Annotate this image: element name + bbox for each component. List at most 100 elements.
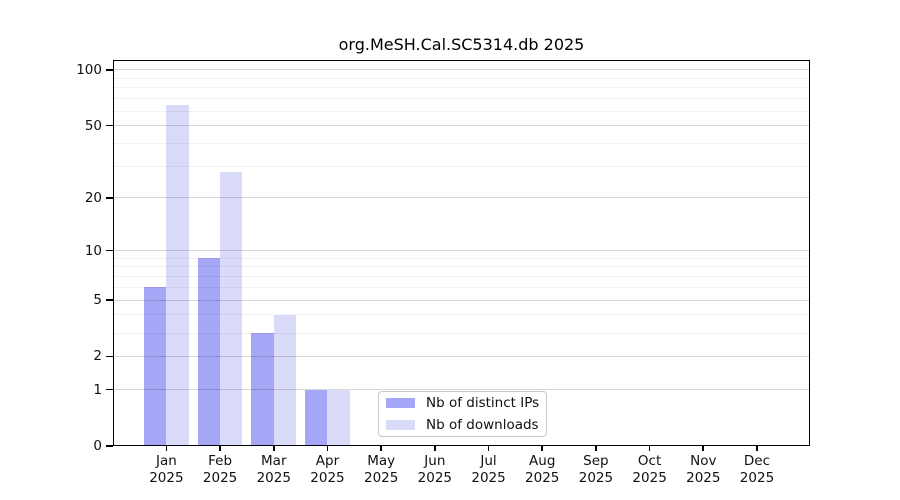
x-tick-label: Dec 2025 xyxy=(740,453,774,487)
x-tick-year: 2025 xyxy=(578,470,614,486)
y-axis-tick xyxy=(106,388,113,391)
y-tick-label: 20 xyxy=(84,189,102,206)
bar-distinct-ips xyxy=(144,287,167,446)
x-axis-tick xyxy=(326,446,329,451)
y-tick-label: 10 xyxy=(84,242,102,259)
major-gridline xyxy=(113,355,810,357)
x-tick-month: Oct xyxy=(637,453,662,469)
minor-gridline xyxy=(113,165,810,167)
x-axis-tick xyxy=(756,446,758,451)
bar-distinct-ips xyxy=(251,333,274,446)
x-tick-year: 2025 xyxy=(739,470,775,486)
bar-downloads xyxy=(166,104,189,446)
x-tick-month: Apr xyxy=(315,453,340,469)
legend-item-downloads: Nb of downloads xyxy=(386,417,546,433)
y-tick-label: 2 xyxy=(93,348,102,365)
x-tick-year: 2025 xyxy=(471,470,506,486)
x-tick-month: Aug xyxy=(529,453,556,469)
legend-swatch-downloads xyxy=(386,420,415,430)
x-tick-year: 2025 xyxy=(202,470,238,486)
bar-distinct-ips xyxy=(305,389,328,446)
x-tick-year: 2025 xyxy=(417,470,453,486)
x-tick-label: Jul 2025 xyxy=(471,453,505,487)
major-gridline xyxy=(113,125,810,127)
bar-downloads xyxy=(327,389,350,446)
x-axis-tick xyxy=(165,446,168,451)
minor-gridline xyxy=(113,110,810,112)
x-tick-year: 2025 xyxy=(310,470,345,486)
minor-gridline xyxy=(113,276,810,278)
x-tick-label: Oct 2025 xyxy=(632,453,666,487)
x-tick-label: Sep 2025 xyxy=(579,453,613,487)
legend-label-downloads: Nb of downloads xyxy=(426,417,539,433)
bar-downloads xyxy=(220,171,243,446)
minor-gridline xyxy=(113,257,810,259)
y-tick-label: 5 xyxy=(93,292,102,309)
x-tick-year: 2025 xyxy=(632,470,667,486)
x-tick-month: Jun xyxy=(424,453,446,469)
x-axis-tick xyxy=(541,446,544,451)
bar-distinct-ips xyxy=(197,258,221,446)
x-tick-year: 2025 xyxy=(363,470,399,486)
minor-gridline xyxy=(113,332,810,334)
x-tick-month: Dec xyxy=(743,453,771,469)
y-tick-label: 100 xyxy=(76,61,102,78)
x-tick-year: 2025 xyxy=(525,470,560,486)
x-tick-label: Nov 2025 xyxy=(686,453,720,487)
x-tick-month: Feb xyxy=(208,453,233,469)
x-tick-month: Mar xyxy=(261,453,287,469)
x-tick-month: Sep xyxy=(583,453,609,469)
x-tick-month: Nov xyxy=(690,453,717,469)
x-tick-label: Aug 2025 xyxy=(525,453,559,487)
x-axis-tick xyxy=(702,446,705,451)
x-tick-year: 2025 xyxy=(256,470,291,486)
x-axis-tick xyxy=(434,446,436,451)
minor-gridline xyxy=(113,77,810,79)
x-tick-label: Mar 2025 xyxy=(257,453,291,487)
x-axis-tick xyxy=(219,446,221,451)
y-axis-tick xyxy=(106,355,113,358)
plot-area: 0 1 2 5 10 20 50 100 Jan 2025 Feb 2025 Mar 2025 Apr 202… xyxy=(76,60,810,486)
y-axis-tick xyxy=(106,445,113,447)
x-axis-tick xyxy=(380,446,382,451)
minor-gridline xyxy=(113,286,810,288)
x-axis-tick xyxy=(648,446,651,451)
x-tick-month: May xyxy=(367,453,396,469)
x-tick-year: 2025 xyxy=(686,470,721,486)
minor-gridline xyxy=(113,142,810,144)
major-gridline xyxy=(113,250,810,252)
bar-downloads xyxy=(273,314,297,446)
major-gridline xyxy=(113,389,810,391)
y-axis-tick xyxy=(106,249,113,252)
legend-item-distinct-ips: Nb of distinct IPs xyxy=(386,395,546,411)
legend-label-distinct-ips: Nb of distinct IPs xyxy=(426,395,540,411)
x-tick-month: Jan xyxy=(155,453,177,469)
x-tick-year: 2025 xyxy=(149,470,184,486)
minor-gridline xyxy=(113,87,810,89)
x-tick-label: Feb 2025 xyxy=(203,453,237,487)
major-gridline xyxy=(113,69,810,71)
x-axis-tick xyxy=(595,446,597,451)
y-tick-label: 0 xyxy=(93,438,102,454)
chart-title: org.MeSH.Cal.SC5314.db 2025 xyxy=(338,35,585,54)
x-axis-tick xyxy=(272,446,275,451)
major-gridline xyxy=(113,197,810,199)
minor-gridline xyxy=(113,314,810,316)
minor-gridline xyxy=(113,98,810,100)
x-tick-label: Apr 2025 xyxy=(310,453,344,487)
x-tick-label: Jan 2025 xyxy=(149,453,183,487)
major-gridline xyxy=(113,299,810,301)
minor-gridline xyxy=(113,266,810,268)
y-axis-tick xyxy=(106,124,113,127)
y-axis-tick xyxy=(106,299,113,301)
y-axis-tick xyxy=(106,69,113,71)
x-tick-month: Jul xyxy=(480,453,497,469)
y-tick-label: 1 xyxy=(93,381,102,398)
x-tick-label: Jun 2025 xyxy=(418,453,452,487)
legend-swatch-distinct-ips xyxy=(386,398,415,408)
y-axis-tick xyxy=(106,197,113,199)
x-axis-tick xyxy=(487,446,490,451)
legend: Nb of distinct IPs Nb of downloads xyxy=(378,391,547,437)
x-tick-label: May 2025 xyxy=(364,453,398,487)
